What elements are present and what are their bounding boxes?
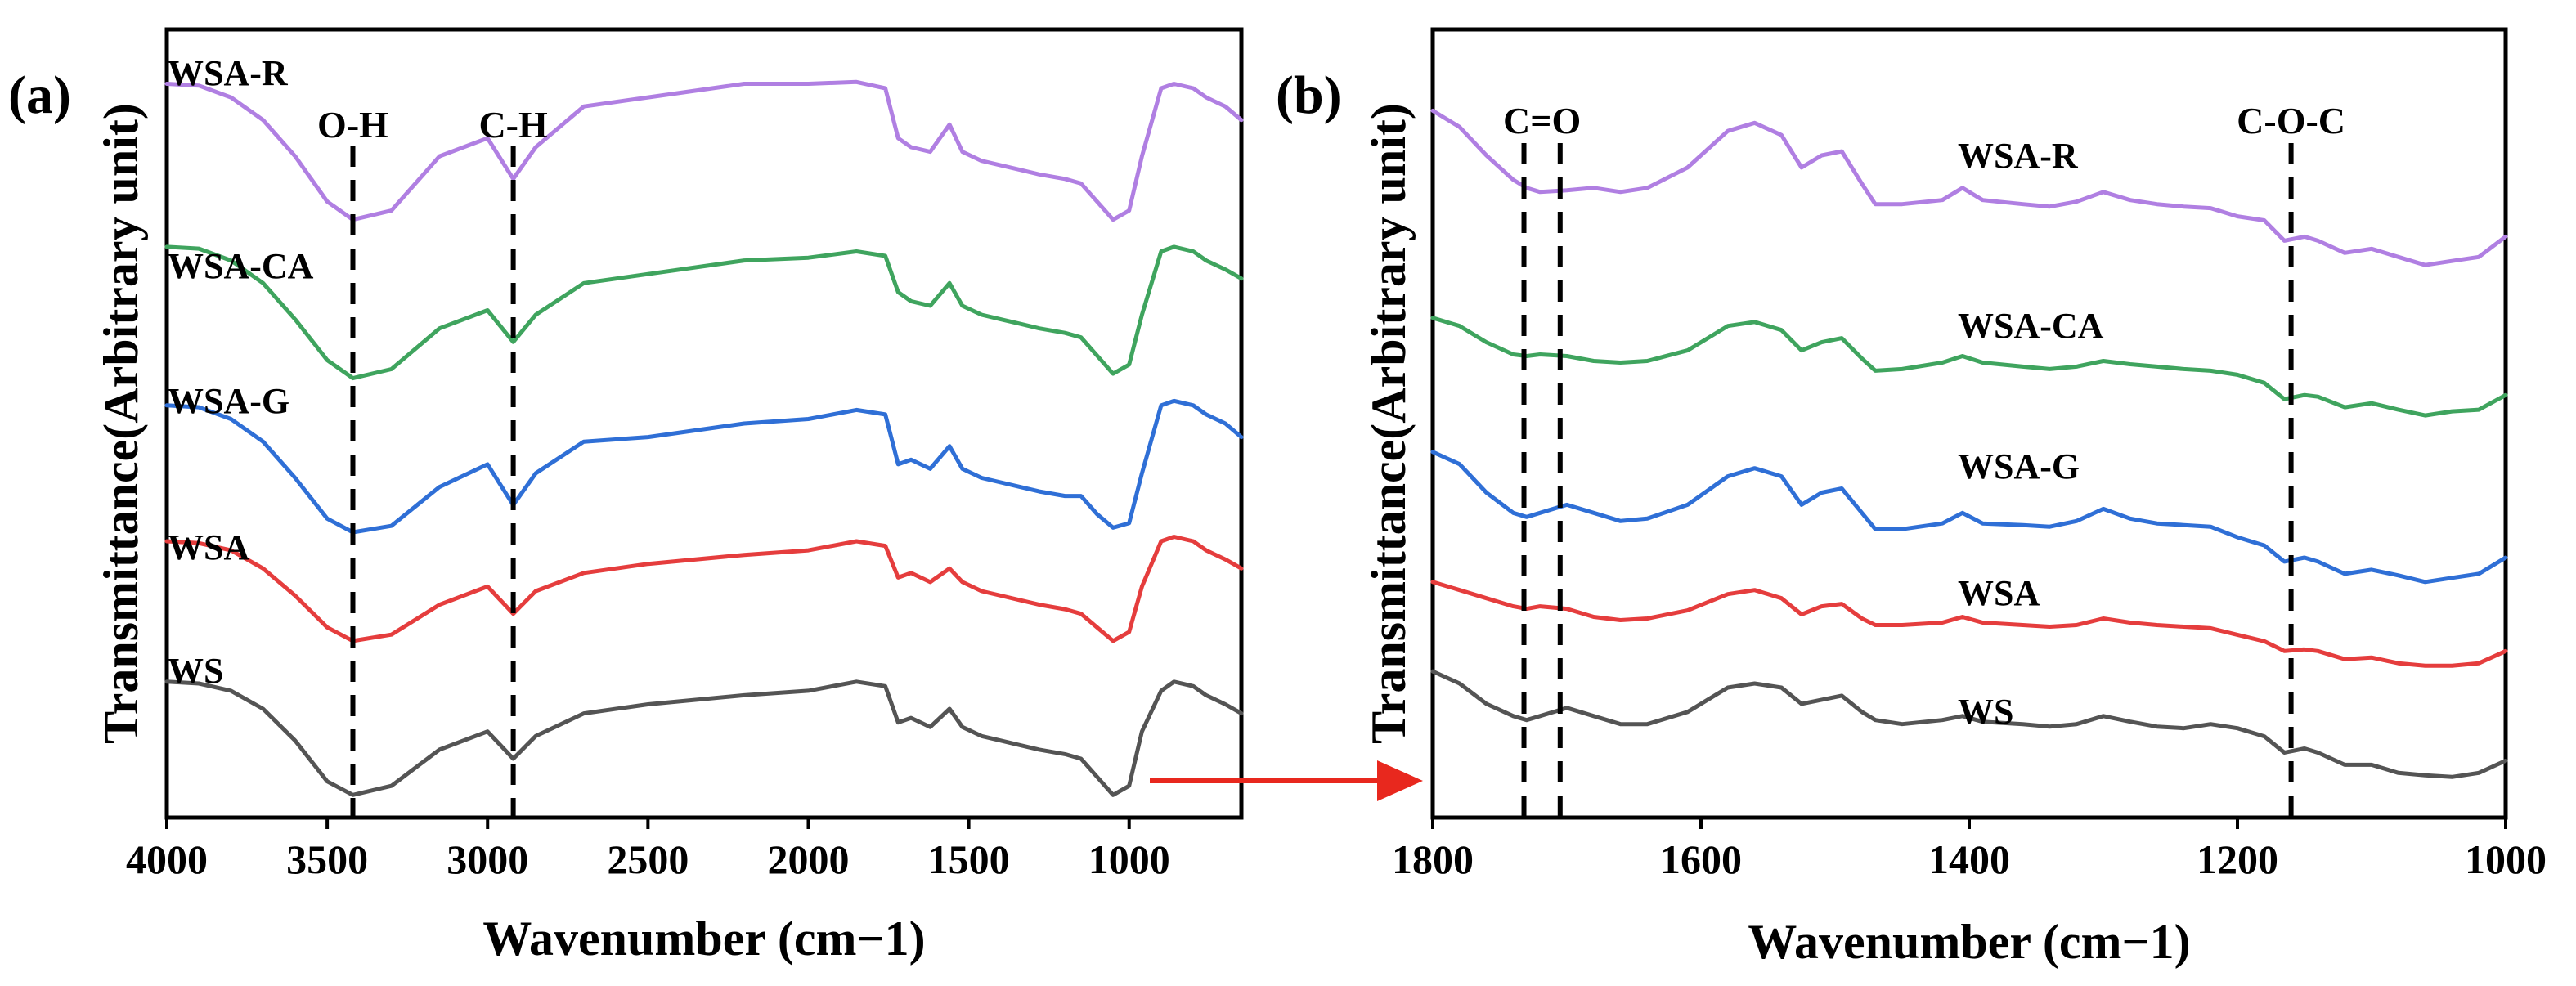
panel-a-label: (a) xyxy=(8,65,71,125)
panel-a-vlines: O-H C-H xyxy=(317,104,548,818)
panel-b-series-labels: WSA-R WSA-CA WSA-G WSA WS xyxy=(1958,136,2104,732)
series-line-wsa-ca xyxy=(164,244,1244,381)
series-label-wsa-r: WSA-R xyxy=(168,53,289,93)
xtick-label-1000: 1000 xyxy=(2465,836,2547,882)
series-label-wsa-g: WSA-G xyxy=(168,381,289,421)
series-label-wsa-ca: WSA-CA xyxy=(168,246,314,286)
xtick-label-2000: 2000 xyxy=(767,836,849,882)
panel-b-xlabel: Wavenumber (cm−1) xyxy=(1748,915,2190,969)
series-line-wsa-r xyxy=(1430,108,2508,267)
zoom-arrow xyxy=(1150,760,1423,801)
annotation-co: C=O xyxy=(1503,100,1581,141)
panel-a-series-labels: WSA-R WSA-CA WSA-G WSA WS xyxy=(168,53,314,691)
series-line-wsa-g xyxy=(164,398,1244,535)
series-line-ws xyxy=(164,679,1244,797)
panel-b: C=O C-O-C 1800 1600 1400 1200 1000 (b) Wavenu… xyxy=(1276,27,2547,969)
series-line-wsa xyxy=(164,535,1244,643)
panel-b-ylabel: Transmittance(Arbitrary unit) xyxy=(1362,103,1416,744)
series-line-wsa xyxy=(1430,580,2508,668)
xtick-label-1000: 1000 xyxy=(1088,836,1170,882)
annotation-oh: O-H xyxy=(317,104,388,146)
panel-b-xticks: 1800 1600 1400 1200 1000 xyxy=(1392,818,2547,882)
xtick-label-1800: 1800 xyxy=(1392,836,1474,882)
xtick-label-1600: 1600 xyxy=(1660,836,1742,882)
series-line-wsa-ca xyxy=(1430,316,2508,418)
panel-a-ylabel: Transmittance(Arbitrary unit) xyxy=(94,103,148,744)
zoom-arrow-head xyxy=(1377,760,1423,801)
series-label-ws: WS xyxy=(168,651,223,691)
xtick-label-4000: 4000 xyxy=(126,836,208,882)
panel-a-xlabel: Wavenumber (cm−1) xyxy=(482,912,925,966)
series-label-wsa: WSA xyxy=(168,527,249,567)
series-line-wsa-r xyxy=(164,79,1244,222)
series-label-wsa: WSA xyxy=(1958,573,2040,613)
series-label-wsa-r: WSA-R xyxy=(1958,136,2079,176)
xtick-label-1200: 1200 xyxy=(2197,836,2278,882)
annotation-coc: C-O-C xyxy=(2237,100,2345,141)
panel-b-series xyxy=(1430,108,2508,779)
xtick-label-1500: 1500 xyxy=(928,836,1010,882)
xtick-label-3500: 3500 xyxy=(286,836,368,882)
panel-a-frame xyxy=(164,27,1244,820)
xtick-label-1400: 1400 xyxy=(1928,836,2010,882)
panel-b-label: (b) xyxy=(1276,65,1342,125)
series-line-ws xyxy=(1430,669,2508,779)
panel-b-vlines: C=O C-O-C xyxy=(1503,100,2345,818)
series-label-ws: WS xyxy=(1958,692,2013,732)
series-label-wsa-ca: WSA-CA xyxy=(1958,306,2104,346)
panel-a: O-H C-H 4000 3500 3000 2500 2000 1500 1000 (a) … xyxy=(8,27,1244,966)
panel-a-series xyxy=(164,79,1244,797)
series-label-wsa-g: WSA-G xyxy=(1958,446,2080,486)
xtick-label-2500: 2500 xyxy=(607,836,689,882)
series-line-wsa-g xyxy=(1430,450,2508,585)
xtick-label-3000: 3000 xyxy=(447,836,528,882)
panel-a-xticks: 4000 3500 3000 2500 2000 1500 1000 xyxy=(126,818,1170,882)
annotation-ch: C-H xyxy=(478,104,548,146)
